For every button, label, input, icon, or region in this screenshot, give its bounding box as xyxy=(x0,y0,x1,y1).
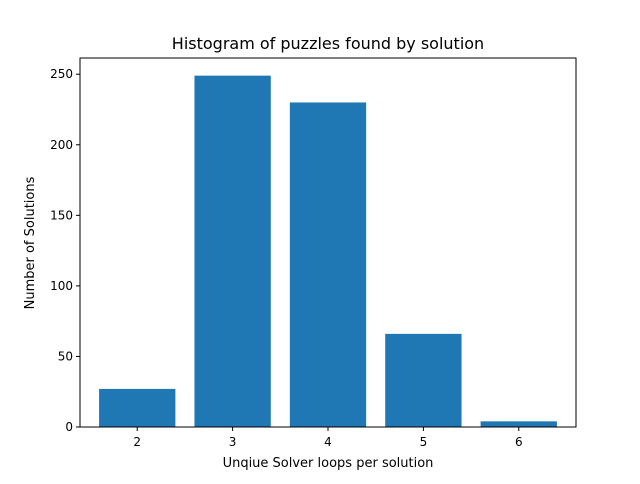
x-tick-label: 4 xyxy=(324,435,332,449)
y-axis-label: Number of Solutions xyxy=(23,176,38,309)
x-tick-label: 6 xyxy=(515,435,523,449)
y-tick-label: 100 xyxy=(50,279,73,293)
y-axis: 0 50 100 150 200 250 xyxy=(50,67,80,434)
x-tick-label: 2 xyxy=(133,435,141,449)
bar-3 xyxy=(194,75,271,428)
x-axis-label: Unqiue Solver loops per solution xyxy=(223,456,434,471)
y-tick-label: 150 xyxy=(50,208,73,222)
bar-4 xyxy=(289,102,367,427)
y-tick-label: 0 xyxy=(65,420,73,434)
bar-6 xyxy=(480,421,557,427)
x-tick-label: 5 xyxy=(420,435,428,449)
bar-series xyxy=(99,75,557,428)
x-tick-label: 3 xyxy=(229,435,237,449)
plot-frame xyxy=(79,57,577,428)
y-tick-label: 200 xyxy=(50,138,73,152)
y-tick-label: 250 xyxy=(50,67,73,81)
x-axis: 2 3 4 5 6 xyxy=(133,427,523,449)
bar-2 xyxy=(99,388,176,427)
bar-5 xyxy=(385,333,462,427)
chart-title: Histogram of puzzles found by solution xyxy=(172,34,484,53)
y-tick-label: 50 xyxy=(58,349,73,363)
